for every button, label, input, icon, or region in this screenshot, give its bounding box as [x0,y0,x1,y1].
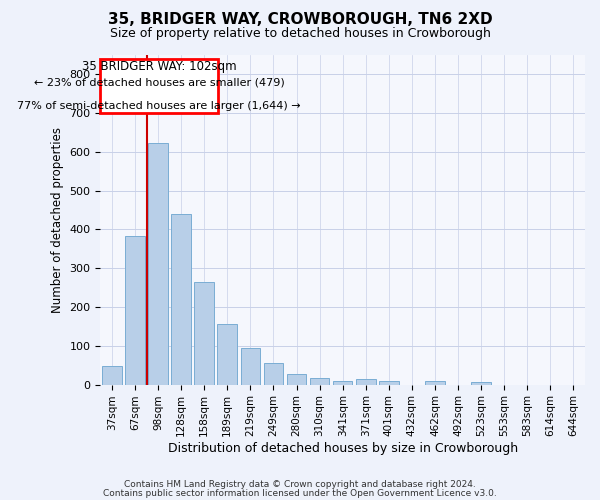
Text: Size of property relative to detached houses in Crowborough: Size of property relative to detached ho… [110,28,490,40]
X-axis label: Distribution of detached houses by size in Crowborough: Distribution of detached houses by size … [167,442,518,455]
FancyBboxPatch shape [100,59,218,113]
Bar [217,324,237,384]
Text: Contains HM Land Registry data © Crown copyright and database right 2024.: Contains HM Land Registry data © Crown c… [124,480,476,489]
Text: 77% of semi-detached houses are larger (1,644) →: 77% of semi-detached houses are larger (… [17,101,301,111]
Text: Contains public sector information licensed under the Open Government Licence v3: Contains public sector information licen… [103,488,497,498]
Text: 35, BRIDGER WAY, CROWBOROUGH, TN6 2XD: 35, BRIDGER WAY, CROWBOROUGH, TN6 2XD [107,12,493,28]
Bar [102,366,122,384]
Bar [241,348,260,385]
Bar [287,374,307,384]
Text: ← 23% of detached houses are smaller (479): ← 23% of detached houses are smaller (47… [34,78,284,88]
Bar [379,382,398,384]
Bar [425,382,445,384]
Bar [194,282,214,384]
Bar [333,380,352,384]
Bar [310,378,329,384]
Bar [125,236,145,384]
Bar [148,143,168,384]
Bar [356,379,376,384]
Text: 35 BRIDGER WAY: 102sqm: 35 BRIDGER WAY: 102sqm [82,60,236,73]
Y-axis label: Number of detached properties: Number of detached properties [51,127,64,313]
Bar [263,364,283,384]
Bar [472,382,491,384]
Bar [172,214,191,384]
